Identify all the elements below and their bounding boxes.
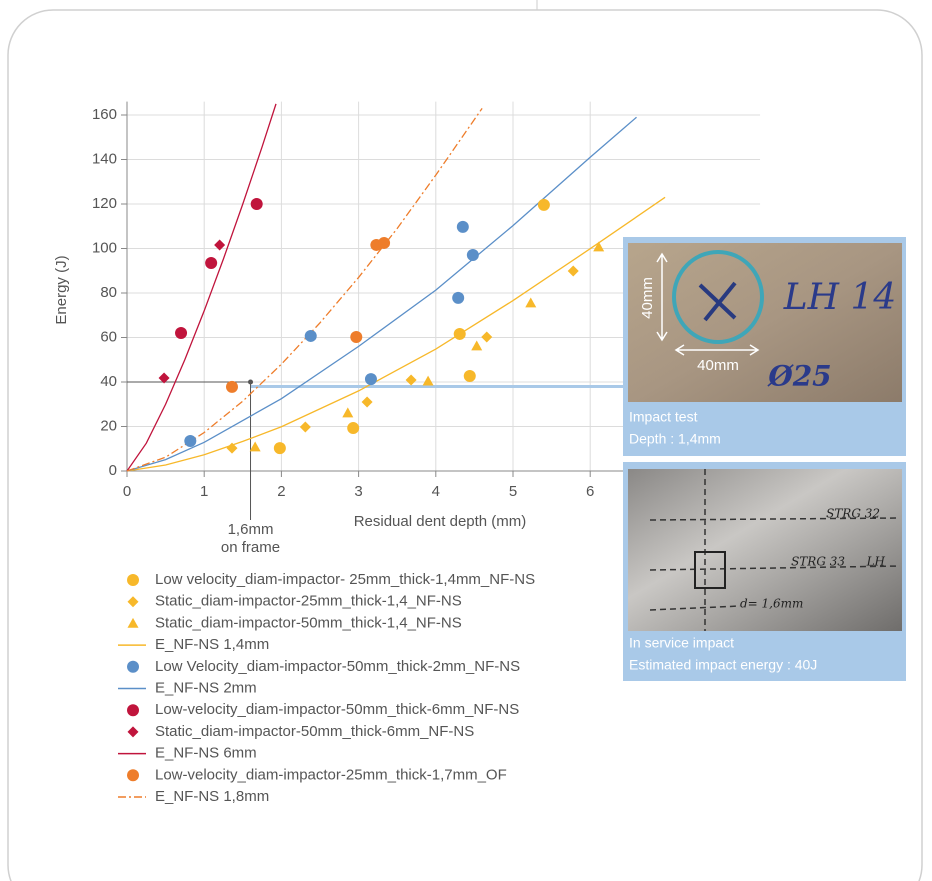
photo-note: Ø25 (766, 360, 831, 393)
point (305, 330, 317, 342)
point (538, 199, 550, 211)
legend-text: E_NF-NS 6mm (155, 745, 257, 762)
y-tick-label: 100 (92, 239, 117, 256)
x-tick-label: 0 (123, 483, 131, 500)
point (378, 237, 390, 249)
x-tick-label: 4 (432, 483, 440, 500)
y-tick-label: 140 (92, 150, 117, 167)
photo-note: LH (866, 555, 886, 569)
point (365, 373, 377, 385)
point (454, 328, 466, 340)
point (205, 257, 217, 269)
point (347, 422, 359, 434)
photo-note: STRG 32 (826, 507, 880, 521)
legend-swatch (127, 769, 139, 781)
y-tick-label: 160 (92, 106, 117, 123)
y-tick-label: 60 (100, 328, 117, 345)
chart: 0 20 40 60 80 100 120 140 160 0 1 2 3 4 5 6 1,6mmon fram… (0, 0, 932, 881)
point (226, 381, 238, 393)
x-tick-label: 6 (586, 483, 594, 500)
photo-note: STRG 33 (791, 555, 845, 569)
legend-text: E_NF-NS 2mm (155, 679, 257, 696)
photo-note: d= 1,6mm (740, 597, 803, 611)
page: {"chart_data": {"type": "scatter", "ylab… (0, 0, 932, 881)
x-tick-label: 2 (277, 483, 285, 500)
point (457, 221, 469, 233)
legend-text: Low Velocity_diam-impactor-50mm_thick-2m… (155, 658, 520, 675)
legend-text: Low-velocity_diam-impactor-50mm_thick-6m… (155, 701, 519, 718)
x-axis-label: Residual dent depth (mm) (354, 513, 527, 530)
photo-panel: STRG 32 STRG 33 LH d= 1,6mm In service i… (623, 462, 906, 681)
x-tick-label: 1 (200, 483, 208, 500)
x-tick-label: 5 (509, 483, 517, 500)
legend-text: Static_diam-impactor-25mm_thick-1,4_NF-N… (155, 593, 462, 610)
panel-text: Depth : 1,4mm (629, 431, 721, 447)
legend-text: Low-velocity_diam-impactor-25mm_thick-1,… (155, 766, 507, 783)
point (274, 442, 286, 454)
legend-swatch (127, 574, 139, 586)
reference-point (248, 380, 253, 385)
panel-title: Impact test (629, 409, 698, 425)
y-tick-label: 0 (109, 462, 117, 479)
point (452, 292, 464, 304)
y-tick-label: 120 (92, 195, 117, 212)
legend-swatch (127, 661, 139, 673)
point (184, 435, 196, 447)
y-tick-label: 80 (100, 284, 117, 301)
y-tick-label: 40 (100, 373, 117, 390)
legend-text: Static_diam-impactor-50mm_thick-6mm_NF-N… (155, 723, 474, 740)
legend-text: E_NF-NS 1,4mm (155, 636, 269, 653)
y-tick-label: 20 (100, 417, 117, 434)
photo (628, 243, 902, 402)
legend-text: Low velocity_diam-impactor- 25mm_thick-1… (155, 571, 535, 588)
point (175, 327, 187, 339)
panel-text: Estimated impact energy : 40J (629, 657, 817, 673)
reference-label: 1,6mm (228, 521, 274, 538)
point (350, 331, 362, 343)
point (464, 370, 476, 382)
photo-panel: 40mm 40mm LH 14 Ø25 Impact test Depth : … (623, 237, 906, 456)
legend-text: Static_diam-impactor-50mm_thick-1,4_NF-N… (155, 614, 462, 631)
legend-swatch (127, 704, 139, 716)
photo-note: LH 14 (783, 277, 897, 318)
reference-label: on frame (221, 539, 280, 556)
panel-title: In service impact (629, 635, 734, 651)
x-tick-label: 3 (354, 483, 362, 500)
photo-note: 40mm (639, 277, 656, 319)
photo-note: 40mm (697, 357, 739, 374)
legend-text: E_NF-NS 1,8mm (155, 788, 269, 805)
y-axis-label: Energy (J) (53, 255, 70, 324)
point (467, 249, 479, 261)
point (251, 198, 263, 210)
